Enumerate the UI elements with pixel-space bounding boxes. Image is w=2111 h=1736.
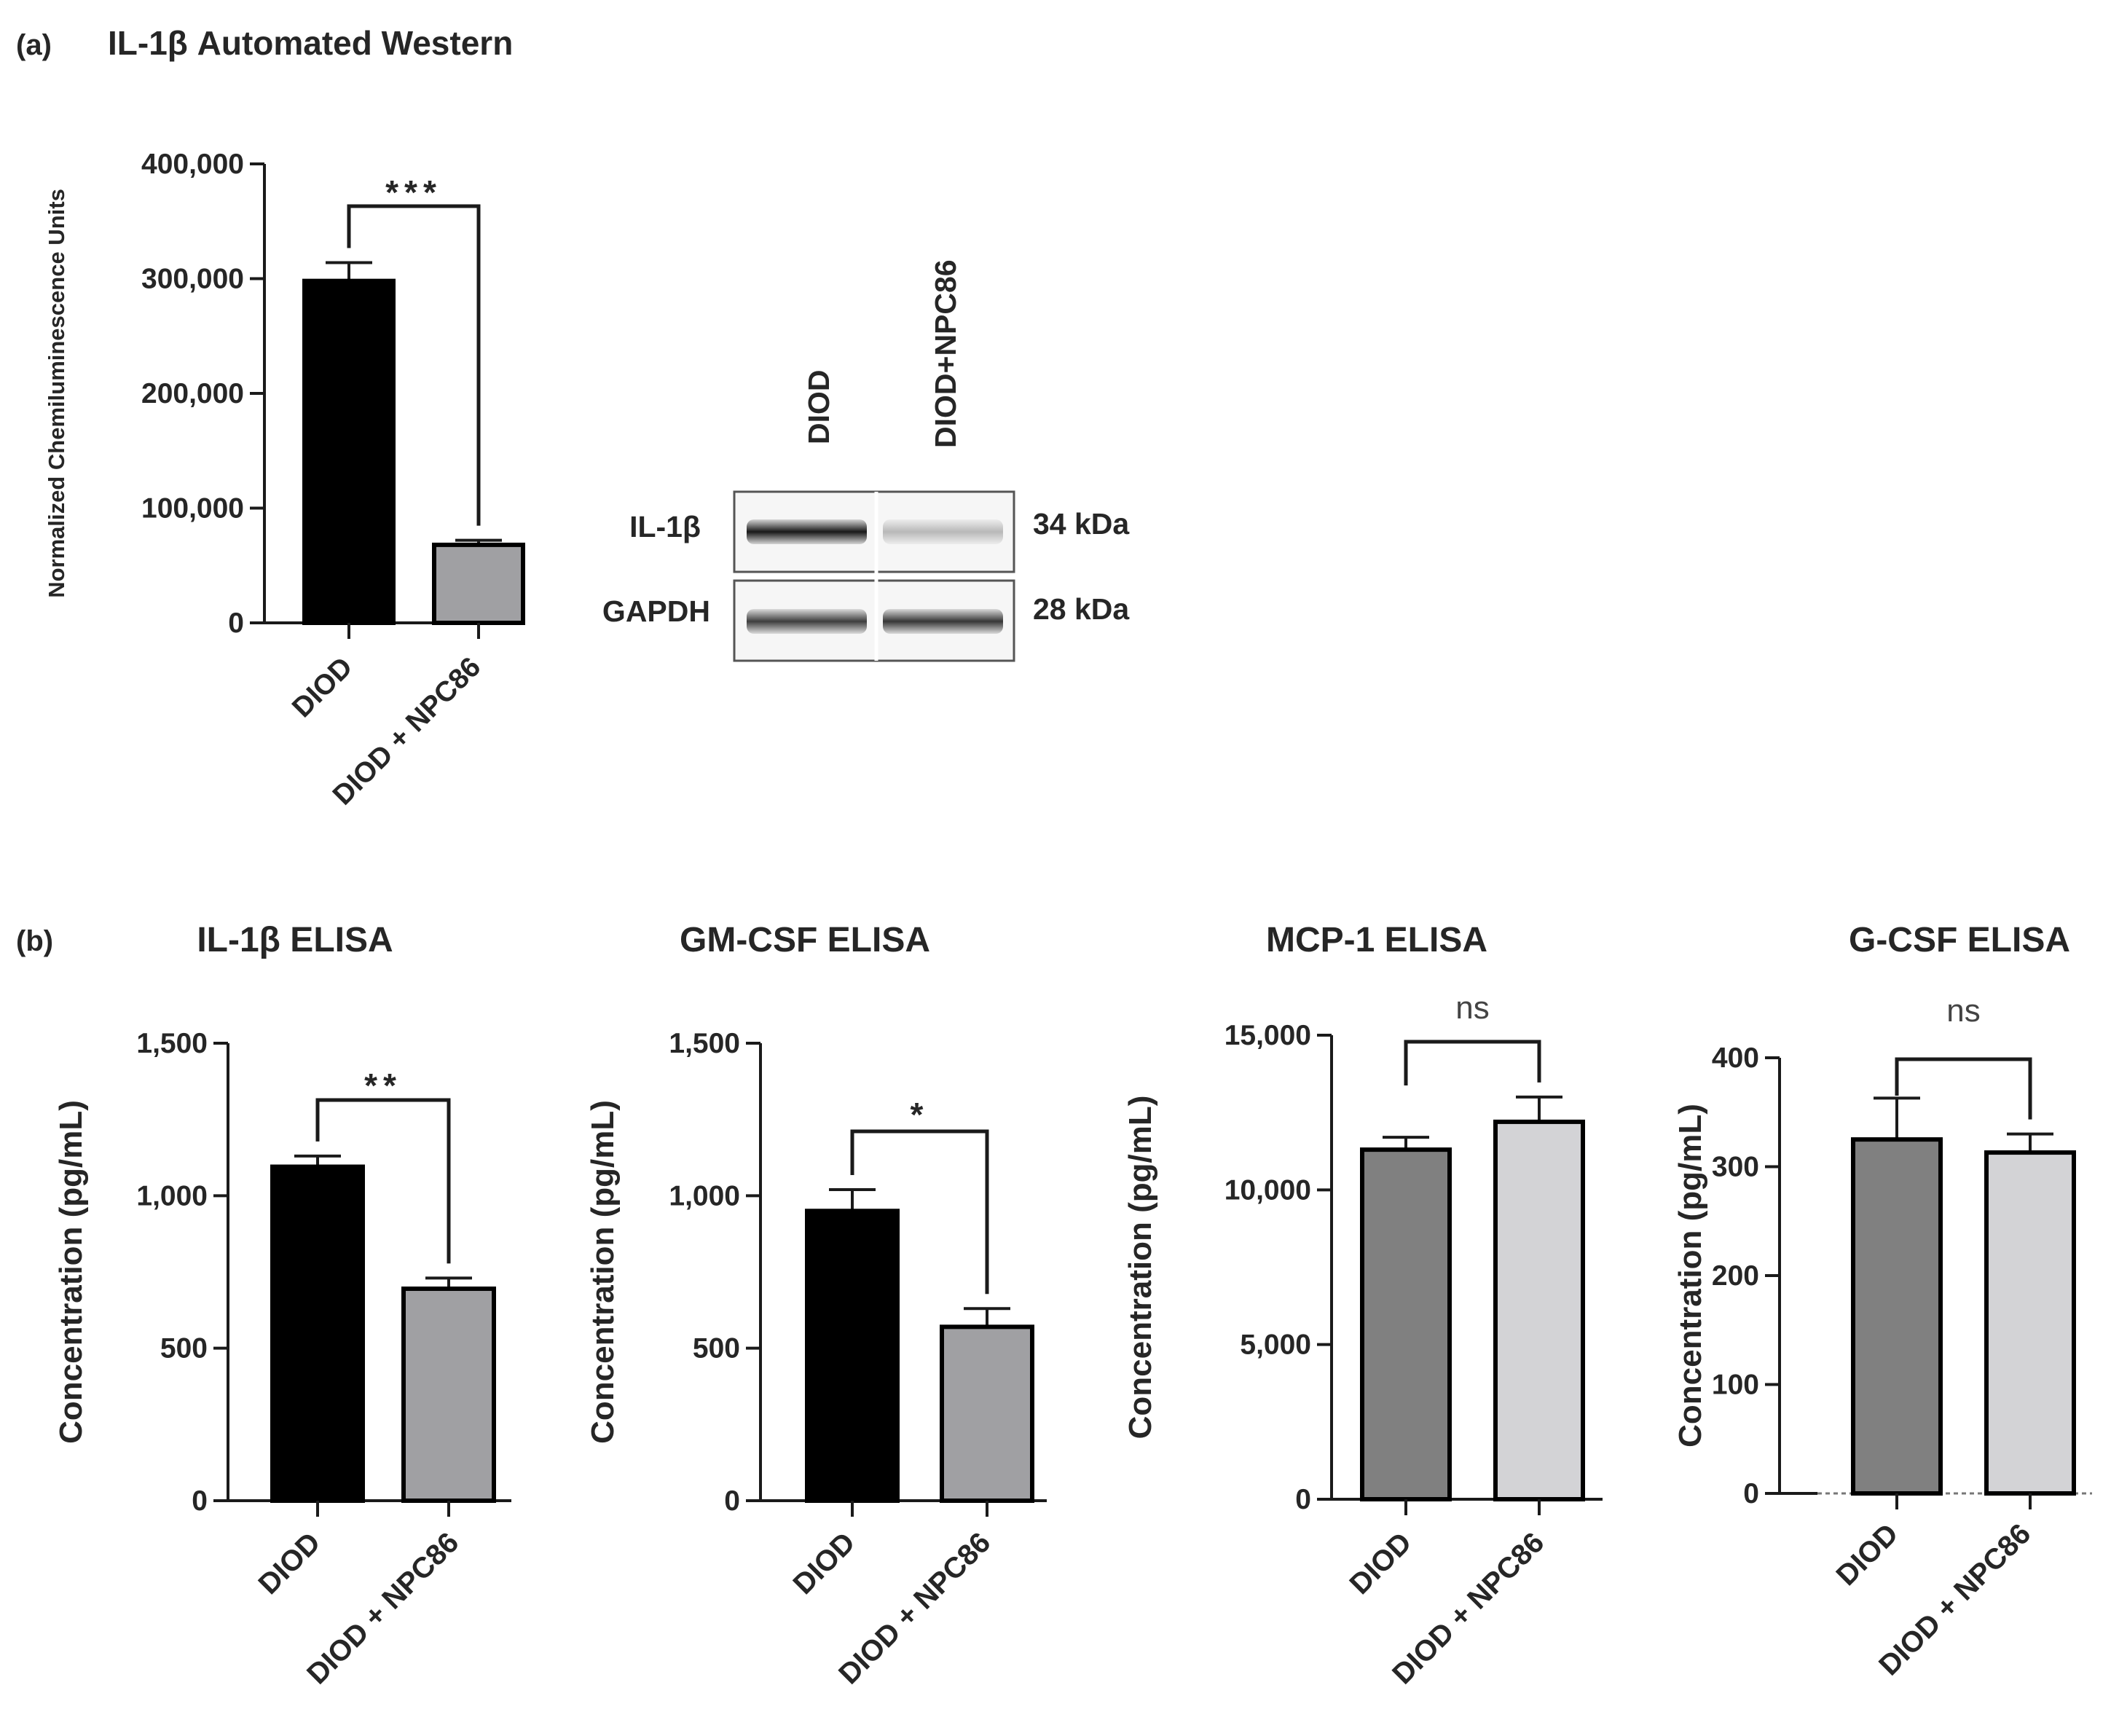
y-axis-label: Concentration (pg/mL) <box>53 1100 89 1444</box>
chart-western: Normalized Chemiluminescence Units 0 100,0… <box>44 149 525 812</box>
y-tick-label: 0 <box>228 608 244 639</box>
significance-bracket <box>347 204 481 526</box>
blot-band <box>883 609 1003 634</box>
y-tick-label: 200 <box>1712 1260 1759 1292</box>
y-tick-label: 100 <box>1712 1370 1759 1401</box>
blot-row-label-il1b: IL-1β <box>629 510 701 543</box>
bar <box>1360 1147 1452 1502</box>
y-tick-label: 1,000 <box>669 1180 740 1211</box>
y-axis-label: Concentration (pg/mL) <box>1123 1096 1158 1440</box>
y-tick-label: 0 <box>1295 1484 1311 1515</box>
chart-gcsf-elisa: G-CSF ELISA Concentration (pg/mL) 0 100 200 3… <box>1672 921 2092 1681</box>
significance-bracket <box>1404 1040 1541 1085</box>
chart-title: MCP-1 ELISA <box>1266 921 1487 959</box>
y-axis-label: Concentration (pg/mL) <box>585 1100 621 1444</box>
bar <box>401 1287 496 1503</box>
y-axis-label: Concentration (pg/mL) <box>1672 1104 1708 1448</box>
y-tick-label: 300 <box>1712 1152 1759 1183</box>
bar <box>302 278 396 625</box>
bar <box>270 1164 365 1504</box>
x-category-label: DIOD <box>253 1526 327 1601</box>
y-tick-label: 500 <box>693 1333 740 1364</box>
x-category-label: DIOD + NPC86 <box>301 1526 465 1690</box>
x-category-label: DIOD <box>286 651 358 723</box>
bar <box>805 1209 900 1504</box>
y-tick-label: 10,000 <box>1224 1174 1311 1206</box>
bar <box>1851 1137 1943 1496</box>
y-tick-label: 5,000 <box>1240 1330 1311 1361</box>
x-category-label: DIOD <box>1344 1526 1418 1601</box>
y-tick-label: 300,000 <box>141 264 244 295</box>
x-category-label: DIOD <box>787 1526 862 1601</box>
x-category-label: DIOD <box>1831 1517 1905 1592</box>
y-tick-label: 1,500 <box>669 1028 740 1059</box>
bar <box>1984 1150 2076 1496</box>
significance-label: ns <box>1946 993 1980 1029</box>
chart-mcp1-elisa: MCP-1 ELISA Concentration (pg/mL) 0 5,000 10… <box>1123 921 1603 1690</box>
bar <box>940 1324 1034 1503</box>
panel-b-label: (b) <box>16 925 53 957</box>
y-tick-label: 0 <box>192 1485 208 1517</box>
y-tick-label: 15,000 <box>1224 1020 1311 1051</box>
significance-label: *** <box>385 173 442 211</box>
y-tick-label: 1,000 <box>136 1180 208 1211</box>
panel-a-label: (a) <box>16 29 52 61</box>
western-blot: DIOD DIOD+NPC86 IL-1β GAPDH 34 kDa 28 kD… <box>602 259 1130 662</box>
panel-a-title: IL-1β Automated Western <box>108 24 513 62</box>
y-tick-label: 0 <box>1743 1478 1759 1509</box>
chart-title: IL-1β ELISA <box>197 921 393 959</box>
chart-il1b-elisa: IL-1β ELISA Concentration (pg/mL) 0 500 1,00… <box>53 921 511 1690</box>
significance-label: ** <box>364 1067 402 1104</box>
blot-size-gapdh: 28 kDa <box>1033 592 1130 626</box>
significance-label: * <box>911 1096 929 1134</box>
y-tick-label: 400,000 <box>141 149 244 180</box>
blot-lane-label-diod-npc86: DIOD+NPC86 <box>929 259 962 448</box>
blot-row-label-gapdh: GAPDH <box>602 594 710 628</box>
y-tick-label: 1,500 <box>136 1028 208 1059</box>
chart-title: GM-CSF ELISA <box>680 921 930 959</box>
bar <box>1493 1119 1585 1501</box>
y-tick-label: 0 <box>724 1485 740 1517</box>
significance-label: ns <box>1455 990 1489 1026</box>
blot-band <box>747 519 867 544</box>
chart-title: G-CSF ELISA <box>1849 921 2070 959</box>
significance-bracket <box>850 1129 989 1295</box>
y-tick-label: 100,000 <box>141 493 244 525</box>
blot-band <box>747 609 867 634</box>
chart-gmcsf-elisa: GM-CSF ELISA Concentration (pg/mL) 0 500 1,0… <box>585 921 1047 1690</box>
y-tick-label: 400 <box>1712 1042 1759 1074</box>
bar <box>432 542 525 626</box>
y-tick-label: 200,000 <box>141 378 244 409</box>
y-axis-label: Normalized Chemiluminescence Units <box>44 189 69 598</box>
blot-size-il1b: 34 kDa <box>1033 507 1130 541</box>
blot-band <box>883 519 1003 544</box>
significance-bracket <box>1895 1057 2032 1120</box>
blot-lane-label-diod: DIOD <box>802 370 836 445</box>
y-tick-label: 500 <box>160 1333 208 1364</box>
significance-bracket <box>315 1098 451 1264</box>
